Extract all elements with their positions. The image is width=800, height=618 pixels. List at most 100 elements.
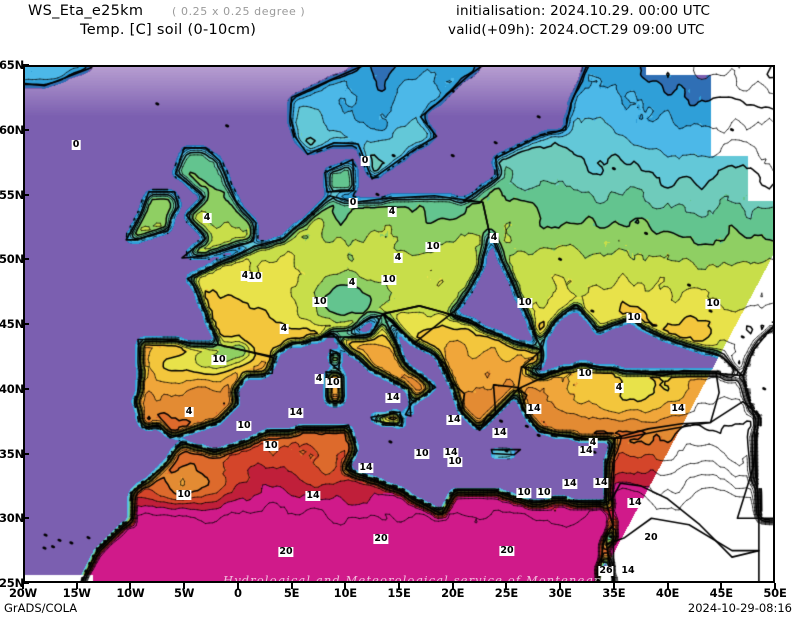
y-axis-label: 35N	[0, 446, 25, 461]
x-axis-tick	[612, 583, 615, 589]
y-axis-tick	[23, 387, 29, 390]
contour-label: 10	[517, 297, 533, 308]
model-name: WS_Eta_e25km	[28, 3, 144, 19]
contour-label: 0	[360, 155, 370, 166]
contour-label: 14	[492, 427, 508, 438]
model-resolution: ( 0.25 x 0.25 degree )	[172, 5, 306, 18]
contour-label: 14	[385, 392, 401, 403]
x-axis-label: 45E	[709, 586, 733, 600]
contour-label: 4	[347, 277, 357, 288]
x-axis-tick	[236, 583, 239, 589]
valid-time: valid(+09h): 2024.OCT.29 09:00 UTC	[448, 22, 705, 38]
contour-label: 10	[263, 440, 279, 451]
x-axis-label: 40E	[655, 586, 680, 600]
x-axis-tick	[22, 583, 24, 589]
contour-label: 14	[446, 414, 462, 425]
contour-label: 10	[381, 274, 397, 285]
contour-label: 4	[184, 406, 194, 417]
y-axis-label: 45N	[0, 317, 25, 331]
contour-label: 4	[279, 323, 289, 334]
y-axis-tick	[23, 323, 29, 325]
y-axis-tick	[23, 193, 29, 196]
y-axis-label: 25N	[0, 576, 25, 590]
x-axis-label: 5E	[283, 586, 300, 600]
variable-title: Temp. [C] soil (0-10cm)	[80, 22, 257, 38]
contour-label: 10	[425, 241, 441, 252]
contour-label: 20	[643, 532, 659, 543]
x-axis-tick	[451, 583, 454, 589]
x-axis-label: 20E	[441, 586, 465, 600]
contour-label: 10	[516, 487, 532, 498]
contour-label: 4	[387, 206, 397, 217]
contour-label: 4	[489, 232, 499, 243]
contour-label: 14	[305, 490, 321, 501]
contour-label: 10	[577, 368, 593, 379]
grads-credit: GrADS/COLA	[4, 601, 78, 615]
contour-label: 26	[598, 565, 614, 576]
y-axis-label: 50N	[0, 252, 25, 267]
map-plot-area[interactable]: 0 0 0 4 4 10 4 4 10 4 10 10 4 10 4 10 4 10 10 10 14 10 4 10 10 14…	[23, 65, 775, 583]
contour-label: 20	[278, 546, 294, 557]
x-axis-tick	[344, 583, 347, 589]
x-axis-tick	[505, 583, 508, 589]
contour-label: 10	[414, 448, 430, 459]
contour-label: 10	[705, 298, 721, 309]
y-axis-label: 60N	[0, 122, 25, 137]
contour-label: 10	[626, 312, 642, 323]
contour-label: 14	[627, 497, 643, 508]
x-axis-label: 0	[233, 586, 242, 600]
contour-label: 14	[593, 477, 609, 488]
contour-label: 4	[202, 212, 212, 223]
contour-label: 14	[670, 403, 686, 414]
contour-label: 10	[211, 354, 227, 365]
y-axis-tick	[23, 258, 29, 261]
generation-timestamp: 2024-10-29-08:16	[687, 601, 792, 615]
watermark: Hydrological and Meteorological service …	[223, 573, 609, 583]
x-axis-label: 10E	[333, 586, 357, 600]
contour-label: 0	[348, 197, 358, 208]
y-axis-label: 65N	[0, 58, 25, 72]
initialisation-time: initialisation: 2024.10.29. 00:00 UTC	[456, 3, 711, 19]
x-axis-label: 10W	[116, 586, 145, 600]
y-axis-tick	[23, 582, 29, 584]
contour-label: 14	[578, 445, 594, 456]
x-axis-tick	[666, 583, 669, 589]
x-axis-label: 5W	[173, 586, 195, 600]
contour-label: 0	[71, 139, 81, 150]
x-axis-tick	[183, 583, 186, 589]
y-axis-tick	[23, 452, 29, 455]
x-axis-tick	[774, 583, 776, 589]
contour-label: 4	[393, 252, 403, 263]
contour-label: 14	[526, 403, 542, 414]
contour-label: 14	[358, 462, 374, 473]
x-axis-label: 15E	[387, 586, 411, 600]
x-axis-tick	[75, 583, 78, 589]
x-axis-tick	[290, 583, 293, 589]
x-axis-tick	[129, 583, 132, 589]
contour-label: 14	[620, 565, 636, 576]
contour-label: 10	[447, 456, 463, 467]
y-axis-tick	[23, 517, 29, 520]
contour-label: 4	[314, 373, 324, 384]
x-axis-label: 50E	[763, 586, 787, 600]
contour-label: 4	[240, 270, 250, 281]
contour-label: 10	[536, 487, 552, 498]
x-axis-label: 15W	[62, 586, 91, 600]
contour-label: 14	[562, 478, 578, 489]
y-axis-tick	[23, 128, 29, 131]
x-axis-label: 25E	[494, 586, 519, 600]
contour-label: 10	[325, 377, 341, 388]
y-axis-tick	[23, 64, 29, 66]
x-axis-label: 35E	[602, 586, 626, 600]
contour-label: 20	[499, 545, 515, 556]
header: WS_Eta_e25km ( 0.25 x 0.25 degree ) Temp…	[0, 0, 800, 50]
x-axis-label: 30E	[548, 586, 572, 600]
contour-label: 14	[288, 407, 304, 418]
contour-label: 10	[176, 489, 192, 500]
contour-label: 4	[614, 382, 624, 393]
y-axis-label: 30N	[0, 511, 25, 526]
contour-label: 20	[373, 533, 389, 544]
contour-label: 10	[247, 271, 263, 282]
contour-label: 14	[443, 447, 459, 458]
y-axis-label: 55N	[0, 187, 25, 202]
